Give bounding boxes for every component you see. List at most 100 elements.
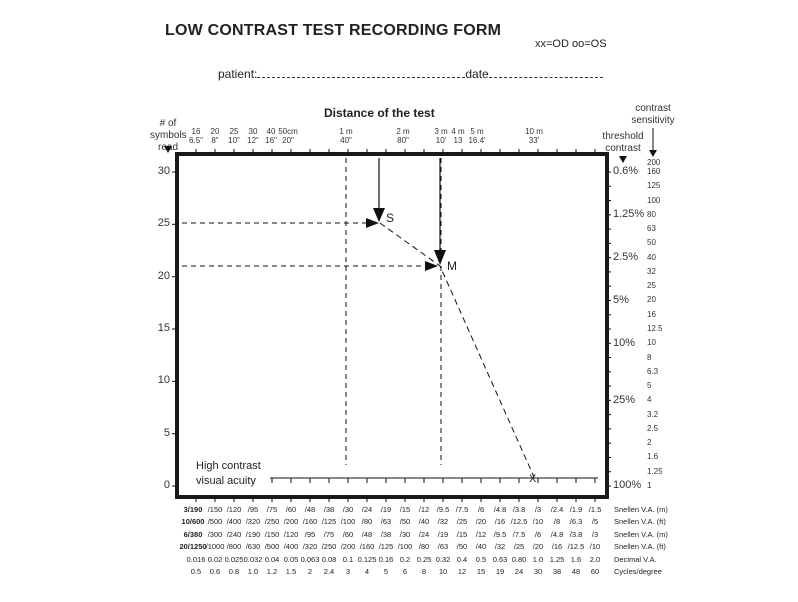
table-cell: /120 [226,505,242,514]
table-cell: /50 [456,542,468,551]
threshold-label: 0.6% [613,165,639,177]
table-cell: 0.04 [264,555,280,564]
table-cell: /1.5 [588,505,602,514]
sensitivity-label: 16 [647,309,656,319]
distance-imperial: 12" [247,136,259,145]
table-cell: /60 [285,505,297,514]
top-distance-label: 25 10" [228,127,240,145]
sensitivity-label: 2 [647,438,652,448]
table-cell: 60 [590,567,600,576]
table-cell: 0.8 [228,567,240,576]
table-cell: /320 [245,517,261,526]
distance-imperial: 10" [228,136,240,145]
distance-imperial: 80" [397,136,409,145]
sensitivity-label: 12.5 [647,324,663,333]
sensitivity-label: 160 [647,167,661,176]
table-cell: 1.0 [247,567,259,576]
table-cell: /12 [475,530,487,539]
sensitivity-label: 10 [647,338,656,348]
y-tick-label: 20 [157,269,170,282]
table-cell: 0.5 [190,567,202,576]
table-cell: 0.5 [475,555,487,564]
table-cell: /20 [532,542,544,551]
table-cell: 0.1 [342,555,354,564]
table-cell: /7.5 [512,530,526,539]
date-field[interactable] [488,66,603,78]
contrast-curve [379,222,535,478]
table-cell: /50 [399,517,411,526]
sensitivity-label: 8 [647,352,652,362]
y-tick-label: 0 [163,479,170,491]
table-cell: /25 [456,517,468,526]
top-distance-label: 4 m 13 [451,127,464,145]
table-cell: /63 [380,517,392,526]
threshold-label: 1.25% [613,208,645,220]
table-cell: /200 [340,542,356,551]
table-cell: /500 [264,542,280,551]
arrow-right-m-icon [425,261,438,271]
arrow-right-s-icon [366,218,379,228]
table-cell: 24 [514,567,524,576]
hcva-line: visual acuity [196,475,256,487]
table-cell: 0.016 [186,555,206,564]
table-row-label: Snellen V.A. (ft) [614,517,666,526]
table-cell: /7.5 [455,505,469,514]
table-cell: /80 [418,542,430,551]
sensitivity-label: 1.6 [647,452,659,462]
distance-imperial: 8" [211,136,219,145]
top-distance-label: 10 m 33' [525,127,543,145]
table-cell: /6.3 [569,517,583,526]
table-cell: 0.63 [492,555,508,564]
table-cell: /12.5 [567,542,585,551]
table-cell: /800 [226,542,242,551]
table-cell: 5 [383,567,389,576]
table-cell: /3 [591,530,599,539]
table-cell: /25 [513,542,525,551]
table-cell: /38 [323,505,335,514]
table-cell: /16 [494,517,506,526]
table-cell: /48 [304,505,316,514]
table-cell: 0.25 [416,555,432,564]
table-cell: /15 [399,505,411,514]
top-distance-label: 30 12" [247,127,259,145]
table-cell: /24 [361,505,373,514]
table-cell: /300 [207,530,223,539]
table-cell: /3.8 [512,505,526,514]
table-row-label: Snellen V.A. (m) [614,530,668,539]
table-cell: /6 [534,530,542,539]
far-right-axis-title: contrast sensitivity [628,103,678,127]
table-cell: 0.4 [456,555,468,564]
chart-title: Distance of the test [324,106,435,120]
far-right-axis-title-line: contrast [635,103,671,114]
table-cell: /63 [437,542,449,551]
table-cell: /60 [342,530,354,539]
threshold-label: 5% [613,294,629,306]
table-cell: /3.8 [569,530,583,539]
table-row-label: Snellen V.A. (ft) [614,542,666,551]
distance-metric: 5 m [470,127,484,136]
sensitivity-label: 1 [647,481,652,490]
table-cell: /240 [226,530,242,539]
table-cell: /19 [437,530,449,539]
top-distance-label: 5 m 16.4' [468,127,485,145]
distance-imperial: 33' [528,136,540,145]
y-tick-label: 10 [157,374,170,387]
table-cell: /1.9 [569,505,583,514]
sensitivity-label: 32 [647,266,656,276]
table-cell: 30 [533,567,543,576]
table-cell: 0.08 [321,555,337,564]
table-cell: /2.4 [550,505,564,514]
table-cell: 0.032 [243,555,263,564]
table-cell: /100 [340,517,356,526]
table-cell: /160 [302,517,318,526]
table-cell: /80 [361,517,373,526]
sensitivity-label: 200 [647,158,661,167]
table-cell: /32 [494,542,506,551]
sensitivity-label: 80 [647,209,656,219]
table-cell: /9.5 [493,530,507,539]
distance-metric: 3 m [434,127,448,136]
sensitivity-label: 63 [647,224,656,234]
patient-field[interactable] [257,66,466,78]
table-cell: /320 [302,542,318,551]
